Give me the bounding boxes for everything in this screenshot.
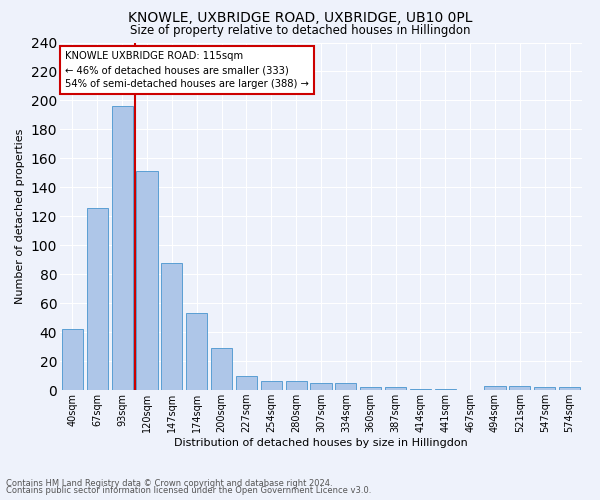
Bar	[559, 387, 580, 390]
Text: Contains public sector information licensed under the Open Government Licence v3: Contains public sector information licen…	[6, 486, 371, 495]
Text: Size of property relative to detached houses in Hillingdon: Size of property relative to detached ho…	[130, 24, 470, 37]
Text: KNOWLE UXBRIDGE ROAD: 115sqm
← 46% of detached houses are smaller (333)
54% of s: KNOWLE UXBRIDGE ROAD: 115sqm ← 46% of de…	[65, 51, 309, 89]
Bar	[385, 387, 406, 390]
Bar	[310, 383, 332, 390]
Bar	[335, 383, 356, 390]
Bar	[435, 388, 456, 390]
Bar	[62, 329, 83, 390]
Bar	[261, 382, 282, 390]
Bar	[534, 387, 555, 390]
Bar	[112, 106, 133, 390]
Text: Contains HM Land Registry data © Crown copyright and database right 2024.: Contains HM Land Registry data © Crown c…	[6, 478, 332, 488]
Bar	[211, 348, 232, 390]
Bar	[161, 262, 182, 390]
Bar	[186, 314, 207, 390]
Bar	[286, 382, 307, 390]
Bar	[236, 376, 257, 390]
Bar	[484, 386, 506, 390]
Bar	[136, 172, 158, 390]
Bar	[410, 388, 431, 390]
Bar	[509, 386, 530, 390]
Text: KNOWLE, UXBRIDGE ROAD, UXBRIDGE, UB10 0PL: KNOWLE, UXBRIDGE ROAD, UXBRIDGE, UB10 0P…	[128, 11, 472, 25]
X-axis label: Distribution of detached houses by size in Hillingdon: Distribution of detached houses by size …	[174, 438, 468, 448]
Bar	[87, 208, 108, 390]
Bar	[360, 387, 381, 390]
Y-axis label: Number of detached properties: Number of detached properties	[15, 128, 25, 304]
